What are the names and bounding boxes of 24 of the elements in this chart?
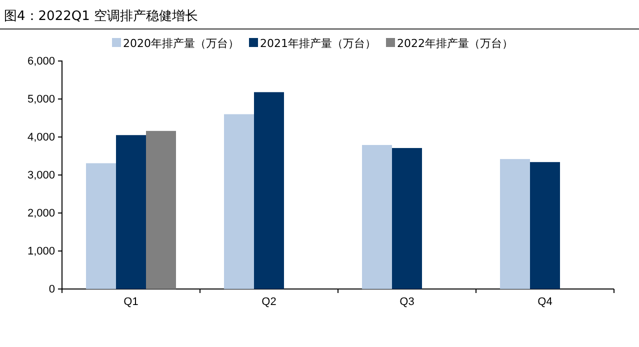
legend-label: 2021年排产量（万台） — [260, 37, 376, 50]
chart-title: 图4：2022Q1 空调排产稳健增长 — [4, 9, 198, 24]
bar — [254, 92, 284, 289]
bar — [86, 163, 116, 289]
x-tick-label: Q1 — [124, 296, 138, 308]
bar — [500, 159, 530, 289]
y-tick-label: 6,000 — [27, 56, 55, 68]
bar — [362, 144, 392, 289]
x-tick-label: Q3 — [400, 296, 414, 308]
y-tick-label: 3,000 — [27, 170, 55, 182]
x-tick-label: Q2 — [262, 296, 276, 308]
bar — [224, 114, 254, 289]
x-tick-label: Q4 — [538, 296, 552, 308]
bar — [146, 130, 176, 289]
bar — [116, 135, 146, 289]
y-tick-label: 5,000 — [27, 94, 55, 106]
bar — [392, 148, 422, 289]
legend-label: 2022年排产量（万台） — [397, 37, 513, 50]
y-tick-label: 4,000 — [27, 132, 55, 144]
y-tick-label: 0 — [48, 284, 55, 296]
y-tick-label: 1,000 — [27, 246, 55, 258]
y-tick-label: 2,000 — [27, 208, 55, 220]
legend-label: 2020年排产量（万台） — [123, 37, 239, 50]
bar — [530, 162, 560, 289]
